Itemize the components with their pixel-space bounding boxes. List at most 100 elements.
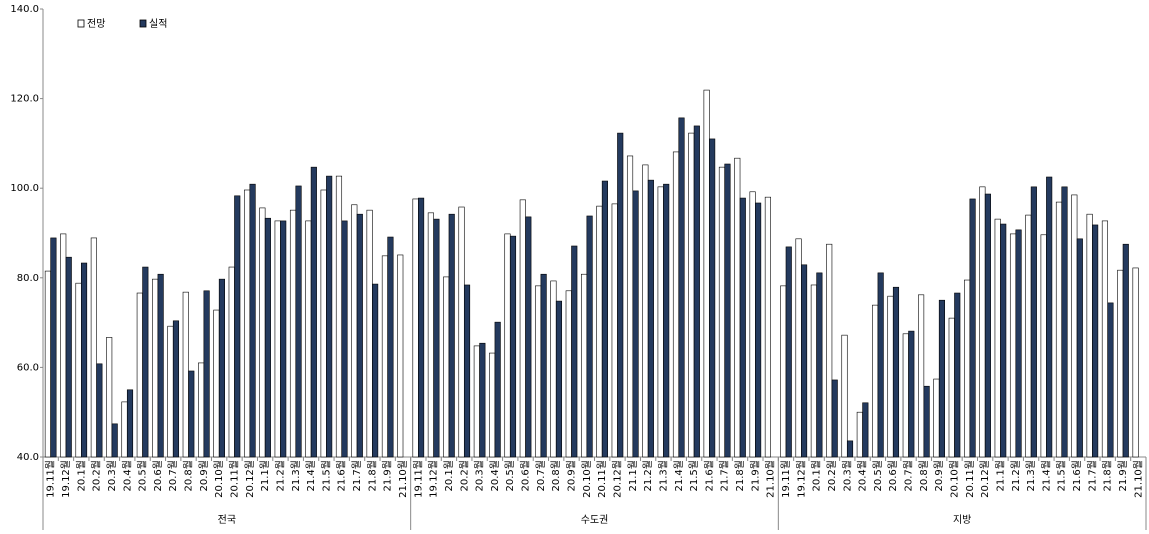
x-tick-label: 21.4월 [673,460,685,491]
bar [739,197,746,458]
bar [351,204,358,458]
x-tick-label: 21.10월 [1132,460,1144,498]
bar [846,440,854,458]
legend-label: 실적 [149,18,167,30]
x-tick-label: 20.7월 [167,460,179,491]
bar [969,198,976,458]
x-tick-label: 20.2월 [458,460,470,491]
bar [1086,213,1093,458]
x-tick-label: 21.2월 [1010,460,1022,491]
x-tick-label: 20.8월 [918,460,930,491]
x-tick-label: 20.3월 [106,460,118,491]
x-tick-label: 20.11월 [596,460,608,498]
x-tick-label: 20.10월 [213,460,225,498]
bar [121,401,128,458]
bar [1117,269,1124,458]
bar [785,246,792,458]
bar [672,151,680,458]
bar [188,370,195,458]
bar [1061,186,1068,458]
x-tick-label: 20.7월 [903,460,915,491]
x-tick-label: 20.4월 [857,460,869,491]
bar [581,273,588,458]
bar [1009,233,1017,458]
bar [234,195,241,458]
x-tick-label: 20.6월 [520,460,532,491]
bar [703,89,710,458]
bar [65,256,72,458]
bar [1101,220,1109,458]
bar [136,292,143,458]
x-tick-label: 21.7월 [719,460,731,491]
bar [412,198,419,458]
bar [381,255,388,458]
bar [458,206,465,458]
bar [601,180,608,458]
bar [596,205,603,458]
x-tick-label: 20.8월 [550,460,562,491]
bar [902,333,909,458]
bar [366,209,373,458]
bar [1025,214,1032,458]
y-tick-label: 100.0 [10,183,39,194]
bar [218,278,225,458]
x-tick-label: 20.3월 [474,460,486,491]
x-tick-label: 21.10월 [765,460,777,498]
bar [755,202,762,458]
x-tick-label: 20.10월 [581,460,593,498]
y-tick-label: 60.0 [17,362,39,373]
bar [1122,243,1129,458]
bar [519,199,526,458]
bar [764,196,771,458]
bar [780,285,787,458]
x-tick-label: 20.12월 [244,460,256,498]
bar [678,117,685,458]
bar [826,243,833,458]
group-label: 수도권 [581,514,609,526]
bar [494,321,501,458]
bar [182,291,189,458]
bar [810,284,817,458]
bar [611,203,618,458]
x-tick-label: 21.8월 [1102,460,1114,491]
bar [657,186,664,458]
x-tick-label: 21.8월 [734,460,746,491]
bar [749,191,756,458]
bar [933,378,940,458]
bar [335,175,343,458]
bar [427,212,434,458]
bar [525,216,532,458]
bar [213,309,220,458]
legend-swatch [139,19,147,28]
bar [892,286,900,458]
bar [249,183,256,458]
bar [504,233,511,458]
bar [964,279,971,458]
x-tick-label: 21.1월 [259,460,271,491]
x-tick-label: 21.9월 [382,460,394,491]
bar [473,345,480,458]
bar [1092,224,1099,458]
bar [862,402,869,458]
bar [918,294,925,458]
x-tick-label: 20.1월 [75,460,87,491]
bar [341,220,348,458]
bar [801,264,808,458]
bar [280,220,287,458]
x-tick-label: 19.11월 [45,460,57,498]
x-tick-label: 21.3월 [1025,460,1037,491]
x-tick-label: 21.6월 [703,460,715,491]
x-tick-label: 20.2월 [826,460,838,491]
x-tick-label: 21.10월 [397,460,409,498]
bar [1055,201,1063,458]
x-tick-label: 20.11월 [228,460,240,498]
x-tick-label: 21.6월 [1071,460,1083,491]
x-tick-label: 20.3월 [841,460,853,491]
bar [418,197,425,458]
x-tick-label: 19.11월 [780,460,792,498]
x-tick-label: 21.9월 [1117,460,1129,491]
x-tick-label: 20.9월 [933,460,945,491]
bar [274,220,281,458]
x-tick-label: 19.11월 [412,460,424,498]
bar [1107,302,1114,458]
